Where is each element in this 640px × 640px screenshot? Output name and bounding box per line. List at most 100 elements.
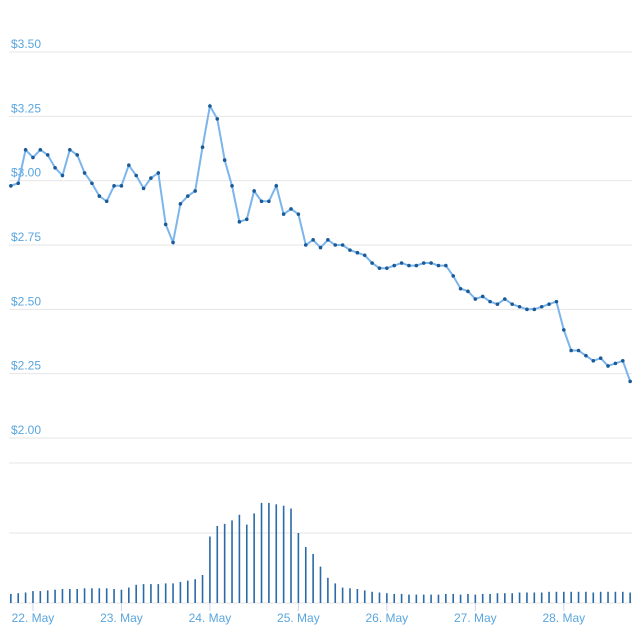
volume-bar <box>489 593 491 603</box>
price-point <box>45 153 50 157</box>
volume-bar <box>69 589 71 603</box>
volume-bar <box>533 592 536 603</box>
volume-bar <box>304 547 307 603</box>
volume-bar <box>135 584 137 603</box>
price-point <box>171 240 175 245</box>
price-point <box>591 359 596 363</box>
price-point <box>237 220 242 224</box>
volume-bar <box>260 502 263 603</box>
volume-bar <box>474 594 477 603</box>
price-point <box>613 361 618 366</box>
volume-bar <box>504 593 506 603</box>
y-tick-label: $2.00 <box>11 423 41 437</box>
x-tick-label: 26. May <box>366 611 409 625</box>
volume-bar <box>511 593 513 603</box>
price-point <box>539 304 544 309</box>
price-point <box>562 328 566 332</box>
volume-bar <box>518 592 521 603</box>
price-point <box>230 184 234 188</box>
price-point <box>267 199 271 204</box>
price-point <box>163 222 168 227</box>
price-point <box>444 263 448 268</box>
volume-bar <box>585 591 587 603</box>
price-point <box>149 176 153 180</box>
price-point <box>495 302 500 306</box>
volume-bar <box>437 594 440 603</box>
price-point <box>90 181 94 186</box>
y-tick-label: $2.50 <box>11 294 41 308</box>
price-point <box>377 266 382 270</box>
price-point <box>75 153 79 157</box>
price-point <box>473 297 478 301</box>
price-point <box>68 147 72 152</box>
price-point <box>296 212 301 216</box>
volume-bar <box>120 589 123 603</box>
volume-bar <box>297 533 300 603</box>
price-point <box>628 379 632 384</box>
price-point <box>23 147 28 152</box>
price-point <box>53 166 57 170</box>
volume-bar <box>386 593 388 603</box>
price-point <box>503 297 507 301</box>
volume-bar <box>526 592 528 603</box>
x-tick-label: 28. May <box>542 611 585 625</box>
volume-bar <box>319 566 322 603</box>
volume-bar <box>223 523 226 603</box>
volume-bar <box>378 592 381 603</box>
price-point <box>532 307 537 312</box>
volume-bar <box>32 591 34 603</box>
price-point <box>429 261 433 265</box>
volume-bar <box>467 593 469 603</box>
price-point <box>303 243 308 247</box>
price-point <box>333 243 338 247</box>
volume-bar <box>216 526 219 603</box>
volume-bar <box>83 588 86 603</box>
price-point <box>60 173 65 178</box>
price-point <box>259 199 264 204</box>
price-point <box>104 199 109 204</box>
volume-bar <box>142 584 145 603</box>
volume-bar <box>349 588 351 603</box>
price-point <box>289 207 293 211</box>
price-point <box>82 171 87 175</box>
volume-bar <box>327 577 329 603</box>
price-point <box>134 173 138 178</box>
price-point <box>407 263 411 268</box>
volume-bar <box>179 582 182 603</box>
volume-bar <box>445 593 447 603</box>
price-point <box>385 266 389 270</box>
price-point <box>208 104 212 108</box>
volume-bar <box>408 594 410 603</box>
volume-bar <box>496 593 499 603</box>
volume-bar <box>459 594 462 603</box>
volume-bar <box>599 591 602 603</box>
volume-bar <box>186 580 189 603</box>
price-point <box>222 158 227 162</box>
price-point <box>466 289 470 294</box>
x-tick-label: 25. May <box>277 611 320 625</box>
price-point <box>193 189 197 193</box>
price-point <box>480 294 485 299</box>
price-point <box>554 299 559 304</box>
price-point <box>392 263 397 268</box>
volume-bar <box>76 589 78 603</box>
volume-bar <box>607 591 609 603</box>
price-point <box>127 163 131 168</box>
price-point <box>525 307 529 312</box>
y-tick-label: $3.50 <box>11 37 41 51</box>
volume-bar <box>164 583 167 603</box>
volume-bar <box>157 584 160 603</box>
volume-bar <box>629 592 631 603</box>
price-point <box>584 353 588 358</box>
y-tick-label: $3.25 <box>11 101 41 115</box>
price-point <box>399 261 404 265</box>
volume-bar <box>621 591 624 603</box>
volume-bar <box>128 587 130 603</box>
x-tick-label: 22. May <box>12 611 55 625</box>
volume-bar <box>563 591 565 603</box>
volume-bar <box>113 589 115 603</box>
price-point <box>569 348 573 353</box>
volume-bar <box>592 592 595 603</box>
volume-bar <box>334 583 337 603</box>
price-point <box>244 217 249 222</box>
